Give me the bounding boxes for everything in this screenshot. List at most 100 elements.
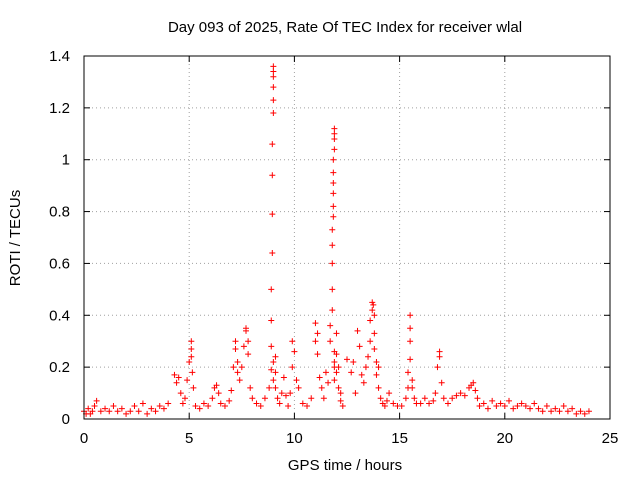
data-point [581, 410, 588, 417]
data-point [531, 400, 538, 407]
data-point [312, 338, 319, 345]
data-point [245, 338, 252, 345]
grid-lines [84, 56, 610, 419]
data-point [139, 400, 146, 407]
data-point [539, 408, 546, 415]
data-point [314, 330, 321, 337]
data-point [186, 358, 193, 365]
data-point [461, 392, 468, 399]
data-point [369, 307, 376, 314]
data-point [215, 390, 222, 397]
data-point [89, 408, 96, 415]
data-point [331, 377, 338, 384]
data-point [192, 403, 199, 410]
y-tick-label: 0.6 [49, 255, 70, 272]
data-point [240, 343, 247, 350]
data-point [289, 338, 296, 345]
data-point [383, 397, 390, 404]
x-tick-label: 15 [391, 430, 408, 447]
data-point [272, 353, 279, 360]
data-point [337, 390, 344, 397]
data-point [304, 403, 311, 410]
data-point [493, 403, 500, 410]
data-point [390, 400, 397, 407]
data-point [257, 403, 264, 410]
data-point [398, 403, 405, 410]
data-point [436, 353, 443, 360]
data-point [407, 312, 414, 319]
data-point [577, 408, 584, 415]
data-point [156, 403, 163, 410]
y-axis: 0 0.2 0.4 0.6 0.8 1 1.2 1.4 [49, 48, 610, 428]
data-point [352, 390, 359, 397]
data-point [480, 400, 487, 407]
data-point [373, 371, 380, 378]
data-point [569, 405, 576, 412]
data-point [548, 408, 555, 415]
x-axis-label: GPS time / hours [288, 457, 402, 474]
data-point [407, 325, 414, 332]
data-point [110, 403, 117, 410]
data-point [330, 203, 337, 210]
data-point [381, 403, 388, 410]
data-point [245, 351, 252, 358]
data-point [221, 403, 228, 410]
data-point [556, 408, 563, 415]
data-point [314, 351, 321, 358]
data-point [472, 387, 479, 394]
plot-frame [83, 55, 611, 420]
data-point [102, 405, 109, 412]
y-tick-label: 1 [62, 152, 70, 169]
data-point [369, 299, 376, 306]
data-point [362, 364, 369, 371]
data-point [175, 374, 182, 381]
data-point [434, 364, 441, 371]
data-point [238, 364, 245, 371]
data-point [274, 395, 281, 402]
data-point [270, 63, 277, 70]
data-point [268, 366, 275, 373]
data-point [232, 345, 239, 352]
data-point [333, 369, 340, 376]
data-point [270, 358, 277, 365]
data-point [97, 408, 104, 415]
data-point [285, 403, 292, 410]
data-point [209, 395, 216, 402]
data-point [367, 338, 374, 345]
data-point [247, 384, 254, 391]
data-point [421, 395, 428, 402]
data-point [527, 405, 534, 412]
data-point [331, 135, 338, 142]
x-tick-label: 0 [80, 430, 88, 447]
data-point [514, 403, 521, 410]
data-point [234, 369, 241, 376]
y-tick-label: 0.8 [49, 204, 70, 221]
data-point [325, 379, 332, 386]
data-point [268, 286, 275, 293]
data-point [152, 408, 159, 415]
y-tick-label: 0 [62, 411, 70, 428]
data-point [327, 322, 334, 329]
data-point [226, 397, 233, 404]
data-point [144, 410, 151, 417]
data-point [560, 403, 567, 410]
data-point [407, 338, 414, 345]
data-point [230, 364, 237, 371]
data-point [173, 379, 180, 386]
data-point [85, 405, 92, 412]
data-point [329, 286, 336, 293]
x-tick-label: 5 [185, 430, 193, 447]
data-point [269, 211, 276, 218]
data-point [188, 338, 195, 345]
data-point [585, 408, 592, 415]
x-tick-label: 20 [496, 430, 513, 447]
data-point [270, 84, 277, 91]
data-point [253, 400, 260, 407]
data-point [269, 172, 276, 179]
data-point [165, 400, 172, 407]
data-point [573, 410, 580, 417]
data-point [329, 260, 336, 267]
data-point [312, 320, 319, 327]
data-point [131, 403, 138, 410]
